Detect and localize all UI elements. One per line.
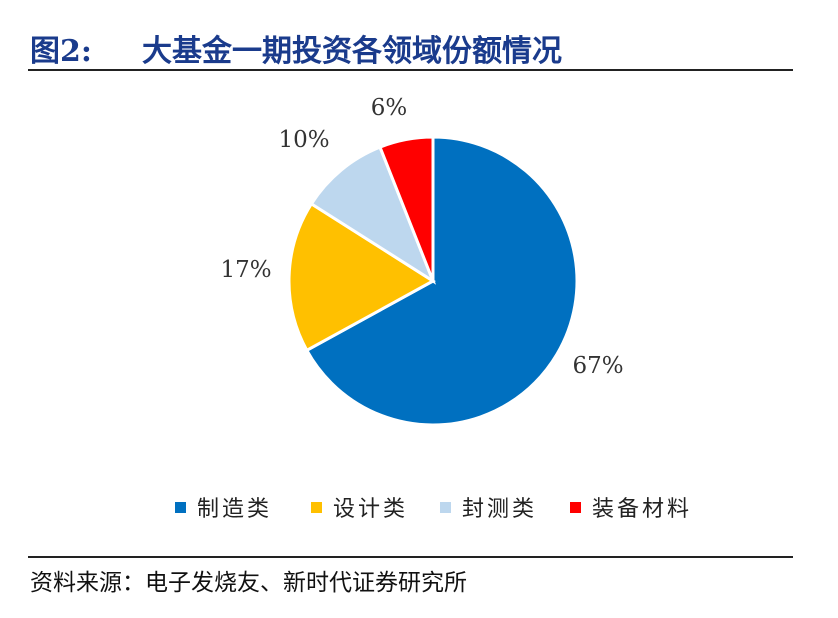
pie-slice-3 (309, 145, 437, 285)
figure-label: 图2: (30, 34, 92, 69)
legend-label-1: 制造类 (197, 497, 272, 522)
pie-slice-1 (304, 135, 579, 427)
legend-swatch-3 (440, 502, 451, 513)
source-note: 资料来源：电子发烧友、新时代证券研究所 (30, 570, 467, 596)
legend-swatch-2 (311, 502, 322, 513)
data-label-3: 10% (278, 127, 329, 153)
legend-label-4: 装备材料 (592, 497, 692, 522)
data-label-4: 6% (371, 95, 408, 121)
legend-swatch-1 (175, 502, 186, 513)
header-rule (28, 69, 793, 71)
footer-rule (28, 556, 793, 558)
pie-slice-4 (378, 135, 435, 282)
pie-slice-2 (287, 201, 436, 353)
figure-header: 图2: 大基金一期投资各领域份额情况 (30, 20, 810, 70)
legend-label-3: 封测类 (462, 497, 537, 522)
figure-title: 大基金一期投资各领域份额情况 (142, 34, 562, 69)
legend-label-2: 设计类 (333, 497, 408, 522)
legend-swatch-4 (570, 502, 581, 513)
data-label-1: 67% (572, 353, 623, 379)
data-label-2: 17% (220, 257, 271, 283)
